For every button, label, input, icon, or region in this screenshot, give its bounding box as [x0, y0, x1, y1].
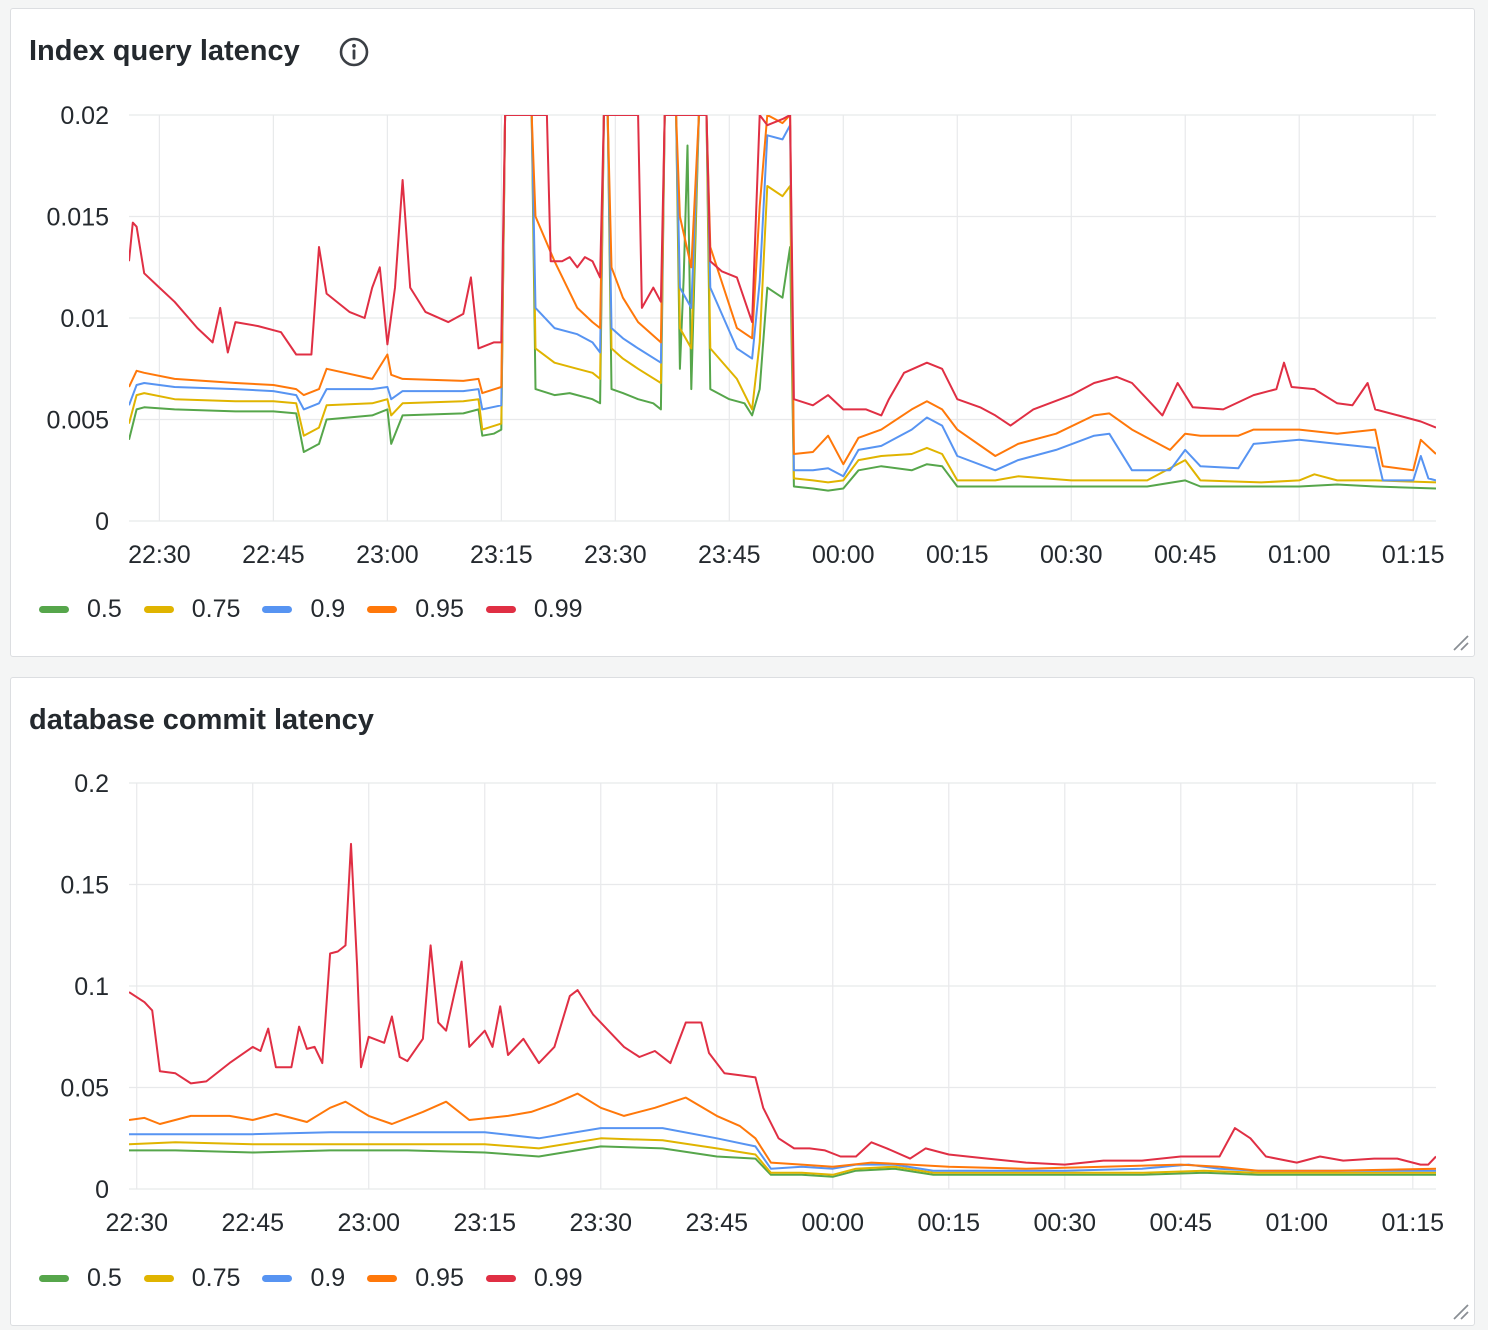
chart-legend: 0.5 0.75 0.9 0.95 0.99: [39, 1264, 605, 1293]
legend-label: 0.5: [87, 1264, 122, 1292]
legend-label: 0.9: [310, 595, 346, 623]
legend-item-0.95[interactable]: 0.95: [367, 595, 464, 624]
series-line-0.5[interactable]: [129, 1145, 1436, 1178]
panel-header: Index query latency: [29, 35, 370, 68]
x-tick-label: 00:30: [1040, 541, 1103, 569]
series-line-0.95[interactable]: [129, 115, 1436, 472]
legend-item-0.75[interactable]: 0.75: [143, 1264, 241, 1293]
legend-item-0.9[interactable]: 0.9: [262, 1264, 345, 1293]
panel-index-query-latency: Index query latency 0 0.005 0.01 0.015 0.02 2…: [10, 8, 1475, 657]
legend-swatch: [485, 1275, 516, 1282]
x-tick-label: 22:30: [105, 1209, 168, 1237]
x-tick-label: 00:45: [1150, 1209, 1213, 1237]
y-tick-label: 0.005: [46, 407, 109, 435]
legend-item-0.75[interactable]: 0.75: [143, 595, 241, 624]
index-query-latency-chart[interactable]: 0 0.005 0.01 0.015 0.02 22:30 22:45 23:00 23:15 2…: [11, 9, 1476, 658]
panel-header: database commit latency: [29, 704, 374, 737]
series-line-0.5[interactable]: [129, 115, 1436, 492]
x-tick-label: 23:45: [685, 1209, 748, 1237]
y-tick-label: 0.01: [60, 305, 109, 333]
panel-title: Index query latency: [29, 35, 300, 67]
legend-swatch: [485, 606, 516, 613]
series-group: [129, 115, 1436, 492]
x-tick-label: 00:00: [801, 1209, 864, 1237]
x-tick-label: 23:30: [569, 1209, 632, 1237]
legend-label: 0.9: [310, 1264, 346, 1292]
legend-item-0.99[interactable]: 0.99: [485, 595, 583, 624]
series-group: [129, 842, 1436, 1178]
x-tick-label: 00:30: [1033, 1209, 1096, 1237]
legend-label: 0.75: [191, 1264, 241, 1292]
legend-item-0.99[interactable]: 0.99: [485, 1264, 583, 1293]
legend-swatch: [262, 606, 293, 613]
x-tick-label: 00:15: [926, 541, 989, 569]
database-commit-latency-chart[interactable]: 0 0.05 0.1 0.15 0.2 22:30 22:45 23:00 23:15 23:30…: [11, 678, 1476, 1327]
series-line-0.9[interactable]: [129, 115, 1436, 482]
panel-database-commit-latency: database commit latency 0 0.05 0.1 0.15 0.2 2…: [10, 677, 1475, 1326]
y-tick-label: 0: [95, 508, 109, 536]
series-line-0.99[interactable]: [129, 115, 1436, 429]
legend-swatch: [262, 1275, 293, 1282]
y-tick-label: 0.1: [74, 973, 109, 1001]
y-tick-label: 0.05: [60, 1075, 109, 1103]
x-tick-label: 01:15: [1382, 541, 1445, 569]
legend-swatch: [367, 606, 398, 613]
y-tick-label: 0: [95, 1176, 109, 1204]
legend-label: 0.95: [415, 595, 464, 623]
legend-swatch: [143, 1275, 174, 1282]
legend-label: 0.99: [533, 1264, 583, 1292]
info-icon[interactable]: [338, 36, 370, 68]
x-tick-label: 01:00: [1266, 1209, 1329, 1237]
series-line-0.99[interactable]: [129, 842, 1436, 1166]
legend-swatch: [143, 606, 174, 613]
legend-item-0.5[interactable]: 0.5: [39, 595, 122, 624]
panel-title: database commit latency: [29, 704, 374, 736]
legend-item-0.5[interactable]: 0.5: [39, 1264, 122, 1293]
legend-swatch: [39, 606, 69, 613]
x-tick-label: 22:30: [128, 541, 191, 569]
legend-label: 0.95: [415, 1264, 464, 1292]
x-tick-label: 01:00: [1268, 541, 1331, 569]
x-tick-label: 23:00: [337, 1209, 400, 1237]
grid: 0 0.005 0.01 0.015 0.02 22:30 22:45 23:00 23:15 2…: [46, 102, 1444, 569]
legend-item-0.9[interactable]: 0.9: [262, 595, 345, 624]
x-tick-label: 01:15: [1382, 1209, 1445, 1237]
x-tick-label: 23:30: [584, 541, 647, 569]
legend-label: 0.75: [191, 595, 241, 623]
chart-legend: 0.5 0.75 0.9 0.95 0.99: [39, 595, 605, 624]
x-tick-label: 00:00: [812, 541, 875, 569]
legend-swatch: [367, 1275, 398, 1282]
x-tick-label: 23:15: [453, 1209, 516, 1237]
y-tick-label: 0.15: [60, 872, 109, 900]
y-tick-label: 0.2: [74, 770, 109, 798]
legend-item-0.95[interactable]: 0.95: [367, 1264, 464, 1293]
legend-label: 0.5: [87, 595, 122, 623]
series-line-0.95[interactable]: [129, 1092, 1436, 1172]
legend-swatch: [39, 1275, 69, 1282]
legend-label: 0.99: [533, 595, 583, 623]
x-tick-label: 22:45: [221, 1209, 284, 1237]
x-tick-label: 22:45: [242, 541, 305, 569]
x-tick-label: 23:45: [698, 541, 761, 569]
x-tick-label: 00:45: [1154, 541, 1217, 569]
y-tick-label: 0.02: [60, 102, 109, 130]
x-tick-label: 23:00: [356, 541, 419, 569]
x-tick-label: 23:15: [470, 541, 533, 569]
resize-handle-icon[interactable]: [1448, 630, 1470, 652]
resize-handle-icon[interactable]: [1448, 1299, 1470, 1321]
y-tick-label: 0.015: [46, 204, 109, 232]
grid: 0 0.05 0.1 0.15 0.2 22:30 22:45 23:00 23:15 23:30…: [60, 770, 1444, 1237]
series-line-0.75[interactable]: [129, 1137, 1436, 1176]
x-tick-label: 00:15: [917, 1209, 980, 1237]
